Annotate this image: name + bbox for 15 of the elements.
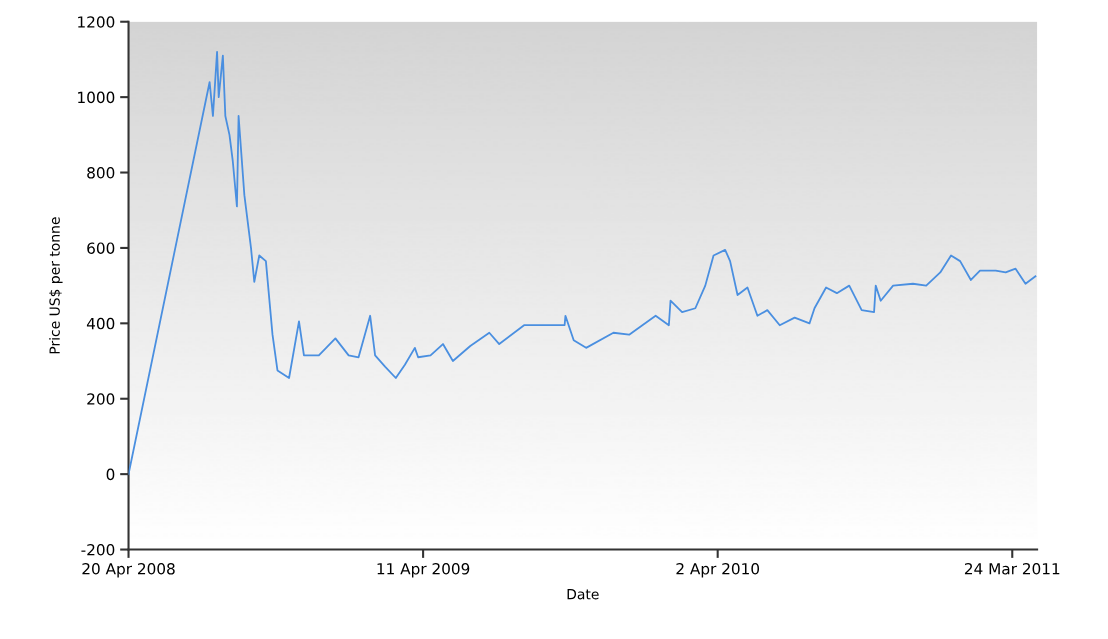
y-tick-label: 0	[106, 468, 115, 481]
y-tick-label: 400	[86, 317, 115, 330]
x-tick-label: 11 Apr 2009	[377, 563, 470, 578]
y-tick-label: 1000	[78, 91, 115, 104]
y-tick-label: 800	[87, 167, 115, 179]
x-tick-label: 20 Apr 2008	[82, 563, 175, 578]
x-tick-label: 24 Mar 2011	[964, 563, 1060, 575]
y-tick-label: 200	[87, 393, 115, 405]
y-tick-label: -200	[81, 544, 115, 556]
x-axis-title: Date	[567, 589, 599, 600]
y-tick-label: 1200	[78, 16, 115, 28]
y-tick-label: 600	[87, 242, 115, 254]
y-axis-title: Price US$ per tonne	[49, 217, 63, 354]
line-series	[128, 50, 1037, 476]
x-tick-label: 2 Apr 2010	[676, 563, 760, 578]
